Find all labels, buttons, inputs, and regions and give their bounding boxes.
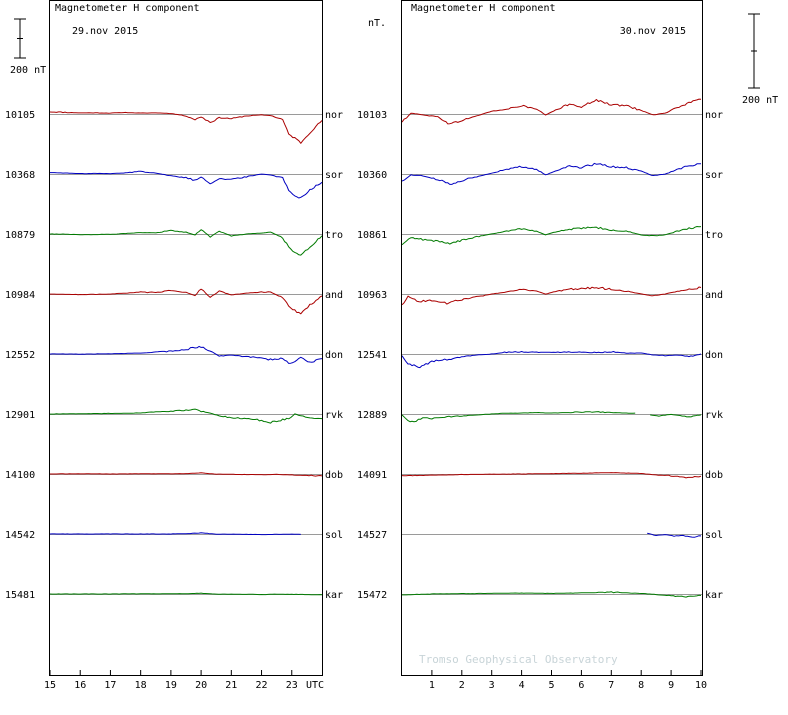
baseline-value-nor-p2: 10103	[357, 110, 387, 121]
trace-sol-p2-8	[647, 532, 702, 538]
station-label-sol-p2: sol	[705, 530, 723, 541]
baseline-value-don-p1: 12552	[5, 350, 35, 361]
baseline-value-rvk-p2: 12889	[357, 410, 387, 421]
baseline-value-dob-p2: 14091	[357, 470, 387, 481]
x-tick-label-p1-23: 23	[286, 680, 298, 691]
station-label-don-p1: don	[325, 350, 343, 361]
station-label-and-p1: and	[325, 290, 343, 301]
baseline-value-sor-p2: 10360	[357, 170, 387, 181]
station-label-nor-p2: nor	[705, 110, 723, 121]
station-label-tro-p1: tro	[325, 230, 343, 241]
baseline-value-and-p1: 10984	[5, 290, 35, 301]
trace-nor-p1-0	[50, 111, 322, 144]
scale-bar-right-label: 200 nT	[742, 95, 778, 106]
scale-bar-left	[14, 18, 26, 59]
station-label-nor-p1: nor	[325, 110, 343, 121]
station-label-dob-p2: dob	[705, 470, 723, 481]
trace-tro-p2-2	[402, 226, 702, 246]
station-label-kar-p2: kar	[705, 590, 723, 601]
x-tick-label-p2-1: 1	[429, 680, 435, 691]
trace-rvk-p2-5	[402, 411, 636, 423]
station-label-rvk-p1: rvk	[325, 410, 343, 421]
station-label-dob-p1: dob	[325, 470, 343, 481]
watermark: Tromso Geophysical Observatory	[419, 653, 618, 666]
chart-title-left: Magnetometer H component	[55, 3, 200, 14]
trace-sor-p2-1	[402, 162, 702, 185]
x-tick-label-p2-9: 9	[668, 680, 674, 691]
panel1-frame	[49, 0, 323, 676]
x-tick-label-p1-21: 21	[225, 680, 237, 691]
x-tick-label-p1-18: 18	[135, 680, 147, 691]
scale-bar-right	[748, 13, 760, 89]
trace-rvk-p1-5	[50, 408, 322, 424]
scale-bar-left-label: 200 nT	[10, 65, 46, 76]
x-tick-label-p2-8: 8	[638, 680, 644, 691]
panel2-frame	[401, 0, 703, 676]
trace-kar-p2-9	[402, 591, 702, 598]
station-label-don-p2: don	[705, 350, 723, 361]
x-tick-label-p2-10: 10	[695, 680, 707, 691]
trace-sol-p1-7	[50, 532, 301, 536]
x-tick-label-p2-7: 7	[608, 680, 614, 691]
x-tick-label-p2-2: 2	[459, 680, 465, 691]
trace-dob-p2-7	[402, 472, 702, 479]
trace-tro-p1-2	[50, 229, 322, 256]
trace-don-p1-4	[50, 345, 322, 364]
baseline-value-and-p2: 10963	[357, 290, 387, 301]
chart-title-right: Magnetometer H component	[411, 3, 556, 14]
x-tick-label-p2-3: 3	[489, 680, 495, 691]
trace-don-p2-4	[402, 351, 702, 369]
x-tick-label-p2-5: 5	[548, 680, 554, 691]
baseline-value-sor-p1: 10368	[5, 170, 35, 181]
trace-dob-p1-6	[50, 472, 322, 477]
station-label-sor-p1: sor	[325, 170, 343, 181]
x-tick-label-p2-4: 4	[519, 680, 525, 691]
x-tick-label-p1-22: 22	[256, 680, 268, 691]
station-label-rvk-p2: rvk	[705, 410, 723, 421]
panel2-date: 30.nov 2015	[620, 26, 686, 37]
baseline-value-dob-p1: 14100	[5, 470, 35, 481]
trace-and-p1-3	[50, 288, 322, 315]
x-tick-label-p1-16: 16	[74, 680, 86, 691]
trace-rvk-p2-6	[650, 413, 702, 418]
x-tick-label-p1-17: 17	[104, 680, 116, 691]
station-label-and-p2: and	[705, 290, 723, 301]
trace-sor-p1-1	[50, 170, 322, 199]
station-label-kar-p1: kar	[325, 590, 343, 601]
baseline-value-sol-p1: 14542	[5, 530, 35, 541]
x-unit-label: UTC	[306, 680, 324, 691]
station-label-sol-p1: sol	[325, 530, 343, 541]
baseline-value-kar-p1: 15481	[5, 590, 35, 601]
baseline-value-tro-p2: 10861	[357, 230, 387, 241]
baseline-value-sol-p2: 14527	[357, 530, 387, 541]
x-tick-label-p2-6: 6	[578, 680, 584, 691]
station-label-tro-p2: tro	[705, 230, 723, 241]
panel1-date: 29.nov 2015	[72, 26, 138, 37]
trace-and-p2-3	[402, 286, 702, 306]
unit-label: nT.	[368, 18, 386, 29]
x-tick-label-p1-19: 19	[165, 680, 177, 691]
baseline-value-nor-p1: 10105	[5, 110, 35, 121]
x-tick-label-p1-20: 20	[195, 680, 207, 691]
trace-nor-p2-0	[402, 98, 702, 125]
station-label-sor-p2: sor	[705, 170, 723, 181]
baseline-value-rvk-p1: 12901	[5, 410, 35, 421]
baseline-value-don-p2: 12541	[357, 350, 387, 361]
trace-kar-p1-8	[50, 592, 322, 596]
baseline-value-tro-p1: 10879	[5, 230, 35, 241]
baseline-value-kar-p2: 15472	[357, 590, 387, 601]
x-tick-label-p1-15: 15	[44, 680, 56, 691]
